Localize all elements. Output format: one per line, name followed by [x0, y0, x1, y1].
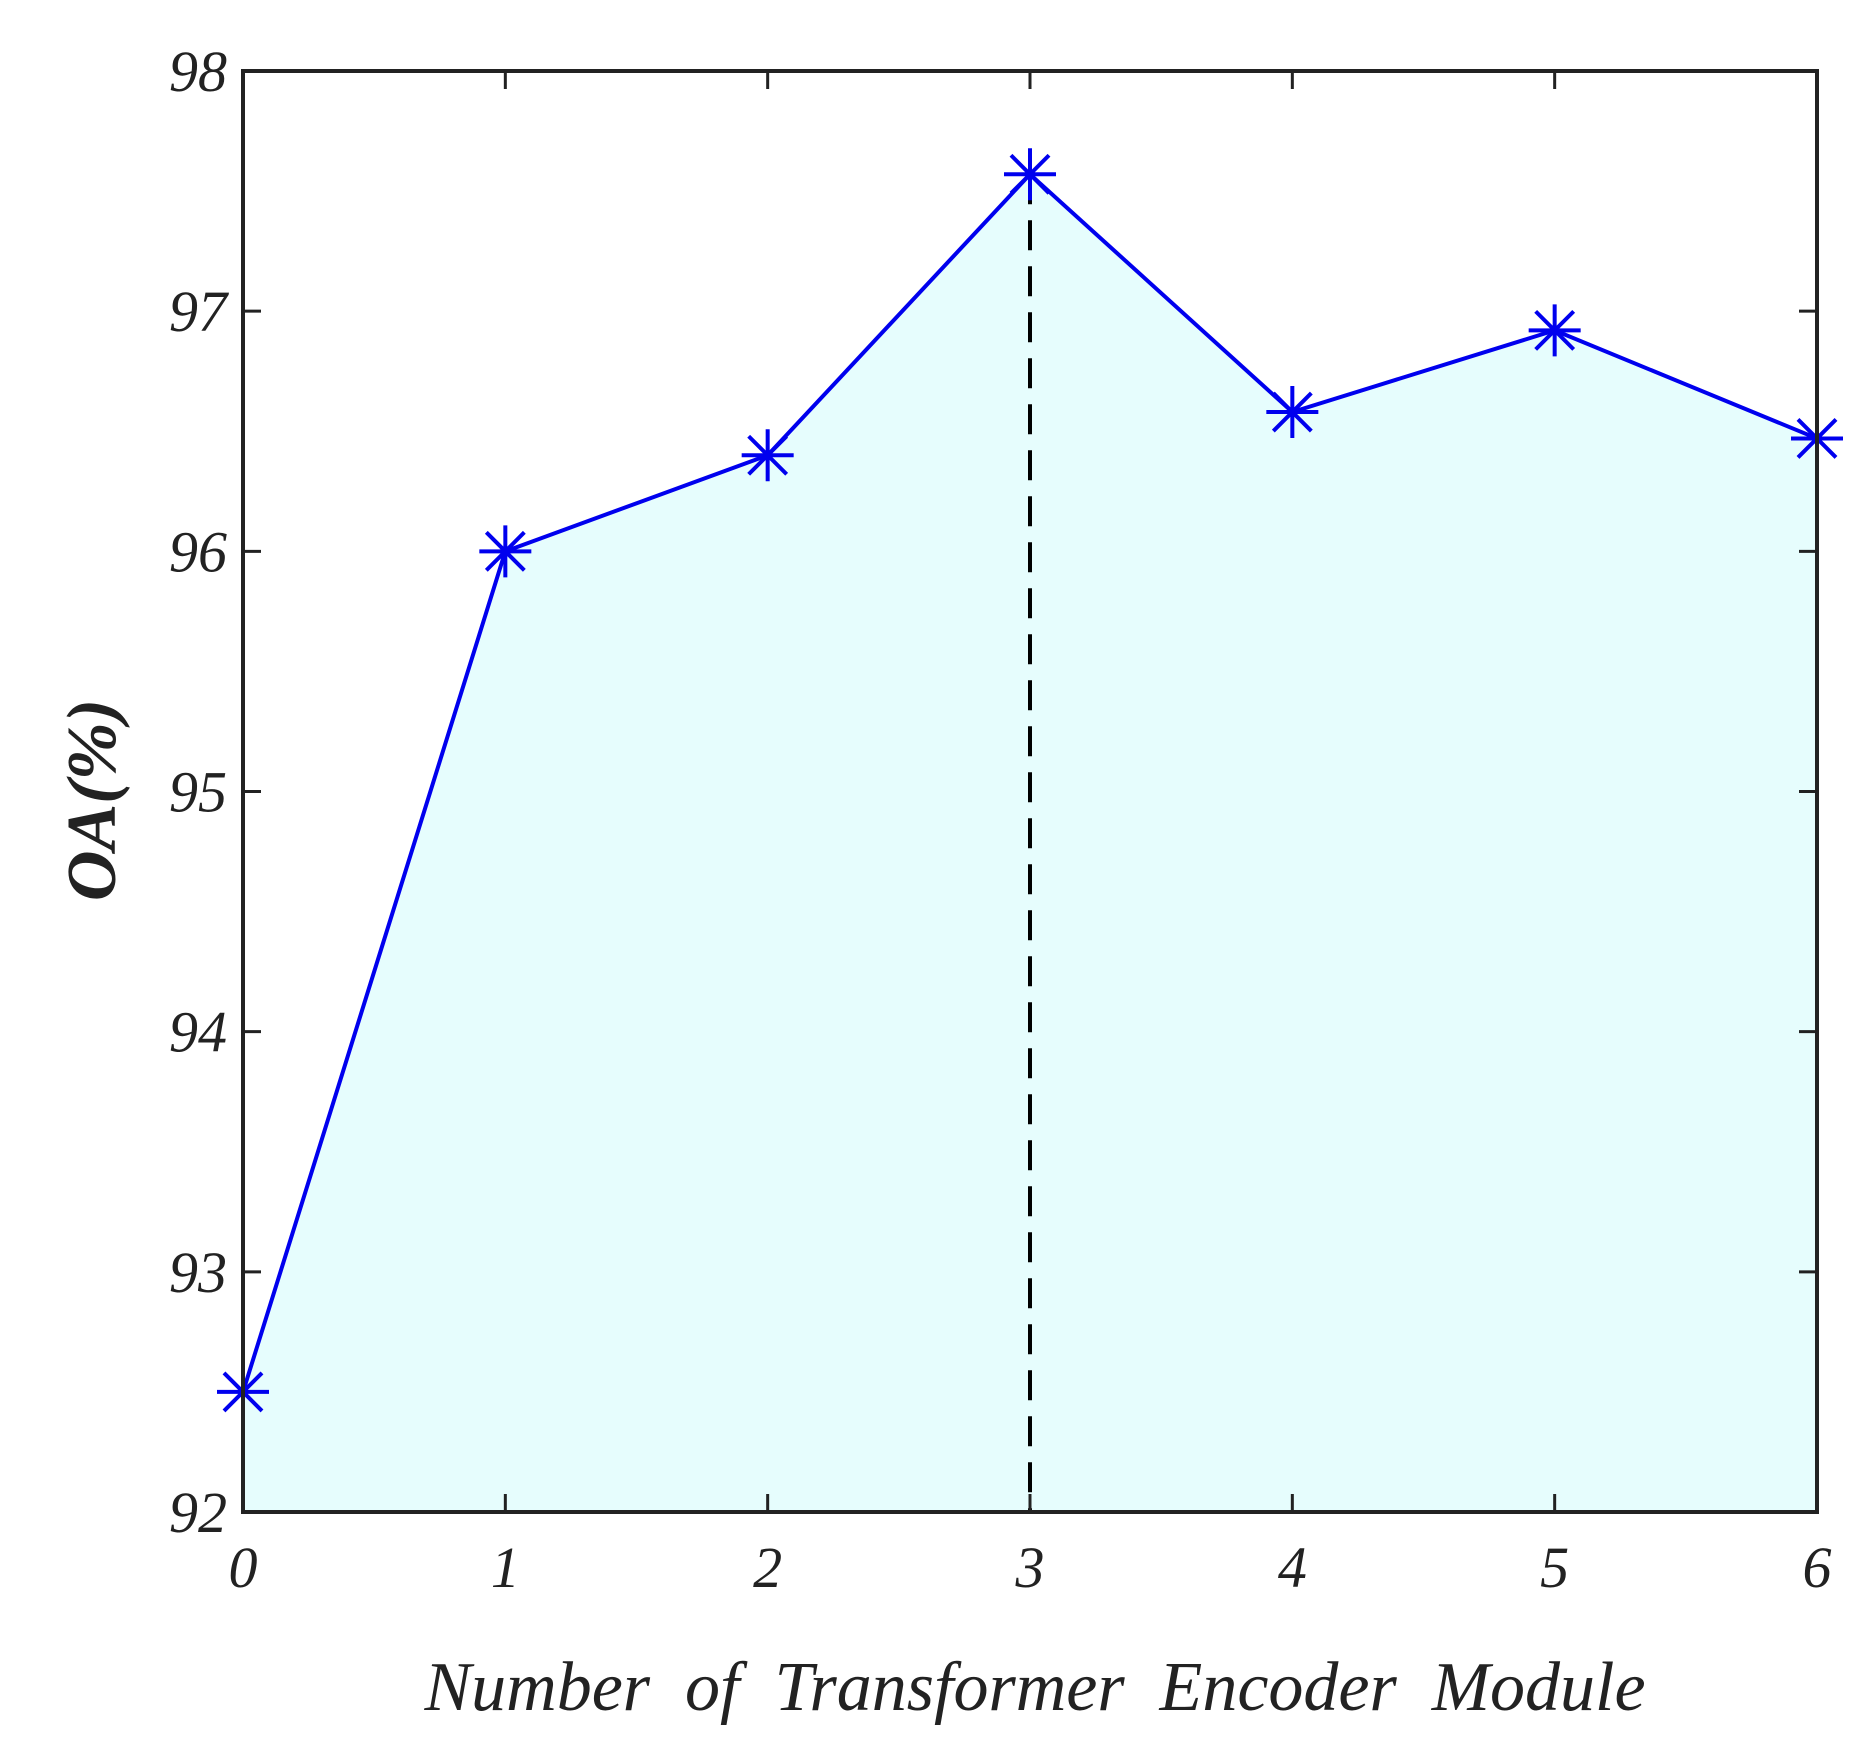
y-tick-label-92: 92 — [169, 1480, 227, 1545]
y-tick-label-97: 97 — [169, 279, 229, 344]
x-tick-label-2: 2 — [753, 1535, 782, 1600]
y-tick-label-98: 98 — [169, 39, 227, 104]
data-point-x-1 — [479, 525, 532, 578]
plot-area: 0 1 2 3 4 5 6 92 93 94 95 96 97 98 — [169, 39, 1843, 1600]
y-tick-label-94: 94 — [169, 1000, 227, 1065]
x-tick-label-1: 1 — [491, 1535, 520, 1600]
x-tick-label-0: 0 — [229, 1535, 258, 1600]
data-point-x-5 — [1528, 304, 1581, 357]
data-point-x-4 — [1266, 386, 1319, 439]
y-tick-label-95: 95 — [169, 760, 227, 825]
y-tick-label-93: 93 — [169, 1240, 227, 1305]
y-tick-label-96: 96 — [169, 519, 227, 584]
data-point-x-2 — [741, 429, 794, 482]
x-tick-label-4: 4 — [1278, 1535, 1307, 1600]
x-tick-label-3: 3 — [1015, 1535, 1045, 1600]
y-axis-label: OA(%) — [54, 699, 131, 901]
x-tick-label-6: 6 — [1803, 1535, 1832, 1600]
x-tick-label-5: 5 — [1540, 1535, 1569, 1600]
x-axis-label: Number of Transformer Encoder Module — [423, 1649, 1645, 1726]
data-point-x-3 — [1004, 148, 1056, 201]
